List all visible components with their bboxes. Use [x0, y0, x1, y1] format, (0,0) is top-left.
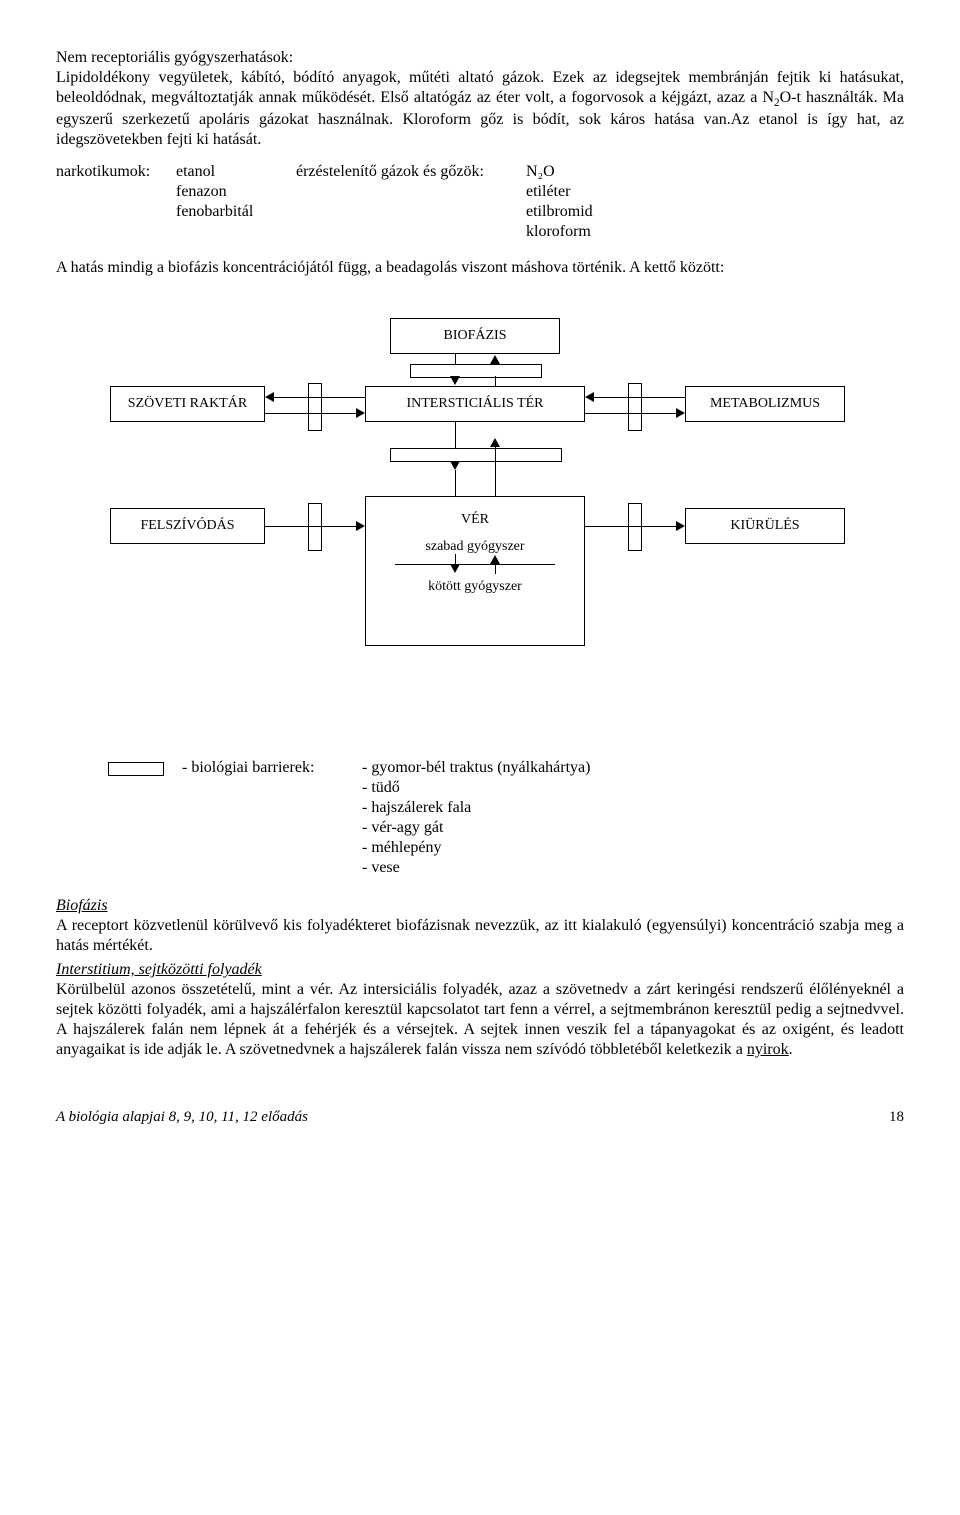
arrow-left-icon [265, 392, 274, 402]
box-felsz: FELSZÍVÓDÁS [110, 508, 265, 544]
legend-item: - tüdő [362, 778, 590, 798]
flow-diagram: BIOFÁZIS SZÖVETI RAKTÁR INTERSTICIÁLIS T… [110, 318, 850, 718]
list-item: kloroform [526, 222, 646, 242]
intro-title: Nem receptoriális gyógyszerhatások: [56, 49, 293, 66]
arrow-right-icon [676, 521, 685, 531]
legend-item: - méhlepény [362, 838, 590, 858]
section-heading: Interstitium, sejtközötti folyadék [56, 961, 262, 978]
legend-item: - vese [362, 858, 590, 878]
narcotics-items: etanol fenazon fenobarbitál [176, 162, 296, 242]
arrow-up-icon [490, 355, 500, 364]
section-body: A receptort közvetlenül körülvevő kis fo… [56, 917, 904, 954]
arrow-right-icon [356, 408, 365, 418]
list-item: etanol [176, 162, 296, 182]
p2: A hatás mindig a biofázis koncentrációjá… [56, 258, 904, 278]
label-szabad: szabad gyógyszer [365, 538, 585, 556]
box-ver: VÉR [365, 496, 585, 646]
label-kotott: kötött gyógyszer [365, 578, 585, 596]
arrow-left-icon [585, 392, 594, 402]
barrier [308, 503, 322, 551]
barrier [628, 503, 642, 551]
page-footer: A biológia alapjai 8, 9, 10, 11, 12 előa… [56, 1108, 904, 1127]
barrier [308, 383, 322, 431]
footer-right: 18 [889, 1108, 904, 1127]
arrow-down-icon [450, 461, 460, 470]
box-biofazis: BIOFÁZIS [390, 318, 560, 354]
arrow-right-icon [356, 521, 365, 531]
legend-item: - gyomor-bél traktus (nyálkahártya) [362, 758, 590, 778]
box-inter: INTERSTICIÁLIS TÉR [365, 386, 585, 422]
legend-item: - hajszálerek fala [362, 798, 590, 818]
footer-left: A biológia alapjai 8, 9, 10, 11, 12 előa… [56, 1108, 308, 1127]
arrow-right-icon [676, 408, 685, 418]
anesthetics-label: érzéstelenítő gázok és gőzök: [296, 162, 526, 242]
section-biofazis: Biofázis A receptort közvetlenül körülve… [56, 896, 904, 956]
inner-line [395, 564, 555, 565]
list-item: etiléter [526, 182, 646, 202]
barrier [628, 383, 642, 431]
section-heading: Biofázis [56, 897, 108, 914]
anesthetics-items: N₂O etiléter etilbromid kloroform [526, 162, 646, 242]
nyirok-underlined: nyirok [747, 1041, 789, 1058]
arrow-down-icon [450, 564, 460, 573]
list-item: fenobarbitál [176, 202, 296, 222]
legend-symbol [108, 762, 164, 776]
legend: - biológiai barrierek: - gyomor-bél trak… [108, 758, 904, 878]
substance-lists: narkotikumok: etanol fenazon fenobarbitá… [56, 162, 904, 242]
narcotics-label: narkotikumok: [56, 162, 176, 242]
section-interstitium: Interstitium, sejtközötti folyadék Körül… [56, 960, 904, 1060]
barrier [390, 448, 562, 462]
intro-paragraph: Nem receptoriális gyógyszerhatások: Lipi… [56, 48, 904, 150]
box-metab: METABOLIZMUS [685, 386, 845, 422]
list-item: fenazon [176, 182, 296, 202]
legend-label: - biológiai barrierek: [182, 758, 362, 878]
arrow-down-icon [450, 376, 460, 385]
section-body-c: . [789, 1041, 793, 1058]
box-kiur: KIÜRÜLÉS [685, 508, 845, 544]
box-raktar: SZÖVETI RAKTÁR [110, 386, 265, 422]
barrier [410, 364, 542, 378]
legend-items: - gyomor-bél traktus (nyálkahártya) - tü… [362, 758, 590, 878]
legend-item: - vér-agy gát [362, 818, 590, 838]
arrow-up-icon [490, 438, 500, 447]
list-item: etilbromid [526, 202, 646, 222]
list-item: N₂O [526, 162, 646, 182]
arrow-up-icon [490, 555, 500, 564]
